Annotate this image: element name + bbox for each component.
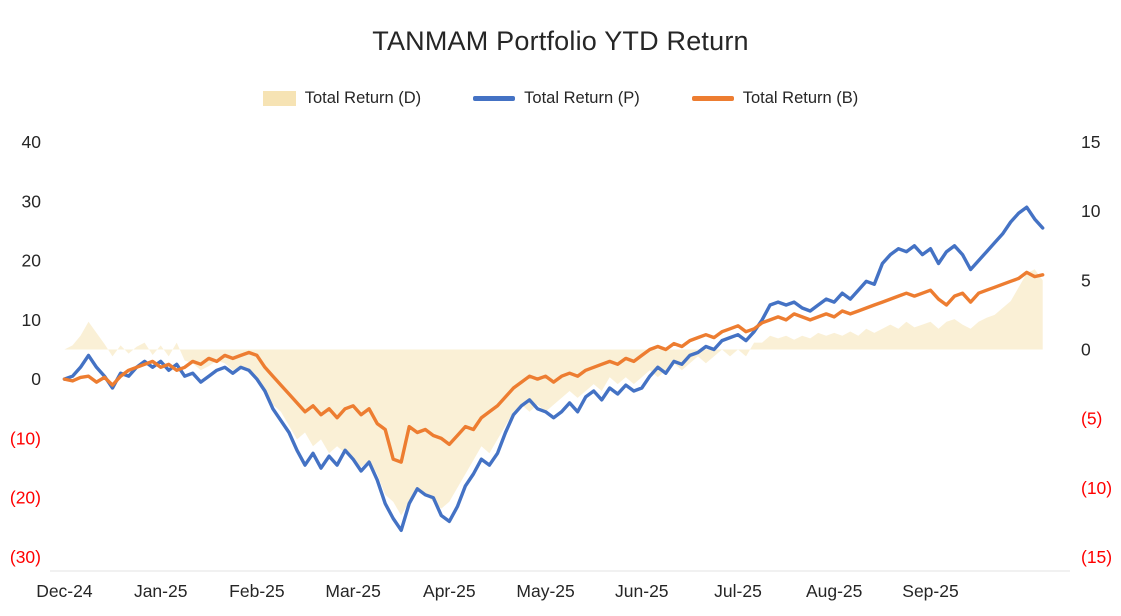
svg-text:30: 30 — [22, 191, 42, 211]
line-swatch-b-icon — [691, 96, 734, 101]
svg-text:Jun-25: Jun-25 — [615, 581, 669, 601]
chart-title: TANMAM Portfolio YTD Return — [372, 26, 749, 56]
svg-text:0: 0 — [1081, 340, 1091, 360]
legend: Total Return (D) Total Return (P) Total … — [0, 89, 1121, 108]
svg-text:(5): (5) — [1081, 409, 1102, 429]
svg-text:15: 15 — [1081, 132, 1100, 152]
x-axis-labels: Dec-24 Jan-25 Feb-25 Mar-25 Apr-25 May-25 Jun-… — [36, 581, 959, 601]
line-series-total-return-p — [62, 205, 1045, 532]
svg-text:Jul-25: Jul-25 — [714, 581, 762, 601]
left-axis-labels: 40 30 20 10 0 (10) (20) (30) — [10, 132, 41, 567]
svg-text:Jan-25: Jan-25 — [134, 581, 188, 601]
svg-text:(10): (10) — [1081, 478, 1112, 498]
svg-text:Sep-25: Sep-25 — [902, 581, 958, 601]
svg-text:10: 10 — [22, 310, 42, 330]
area-swatch-icon — [262, 91, 296, 106]
svg-text:20: 20 — [22, 251, 42, 271]
svg-text:10: 10 — [1081, 201, 1101, 221]
right-axis-labels: 15 10 5 0 (5) (10) (15) — [1081, 132, 1112, 567]
legend-item-total-return-p: Total Return (P) — [473, 89, 640, 108]
legend-label-p: Total Return (P) — [524, 89, 640, 107]
svg-text:5: 5 — [1081, 270, 1091, 290]
line-swatch-p-icon — [473, 96, 516, 101]
legend-label-b: Total Return (B) — [742, 89, 859, 107]
line-series-total-return-b — [62, 270, 1045, 464]
svg-text:Dec-24: Dec-24 — [36, 581, 93, 601]
svg-text:Apr-25: Apr-25 — [423, 581, 476, 601]
area-series-total-return-d — [64, 269, 1043, 516]
svg-text:0: 0 — [31, 369, 41, 389]
svg-text:(15): (15) — [1081, 547, 1112, 567]
legend-item-total-return-d: Total Return (D) — [262, 89, 422, 108]
svg-text:40: 40 — [22, 132, 42, 152]
svg-text:May-25: May-25 — [516, 581, 574, 601]
svg-text:Aug-25: Aug-25 — [806, 581, 862, 601]
svg-text:Mar-25: Mar-25 — [325, 581, 380, 601]
legend-label-d: Total Return (D) — [304, 89, 422, 107]
svg-text:(30): (30) — [10, 547, 41, 567]
svg-text:(10): (10) — [10, 428, 41, 448]
svg-text:Feb-25: Feb-25 — [229, 581, 284, 601]
svg-text:(20): (20) — [10, 488, 41, 508]
legend-item-total-return-b: Total Return (B) — [691, 89, 859, 108]
